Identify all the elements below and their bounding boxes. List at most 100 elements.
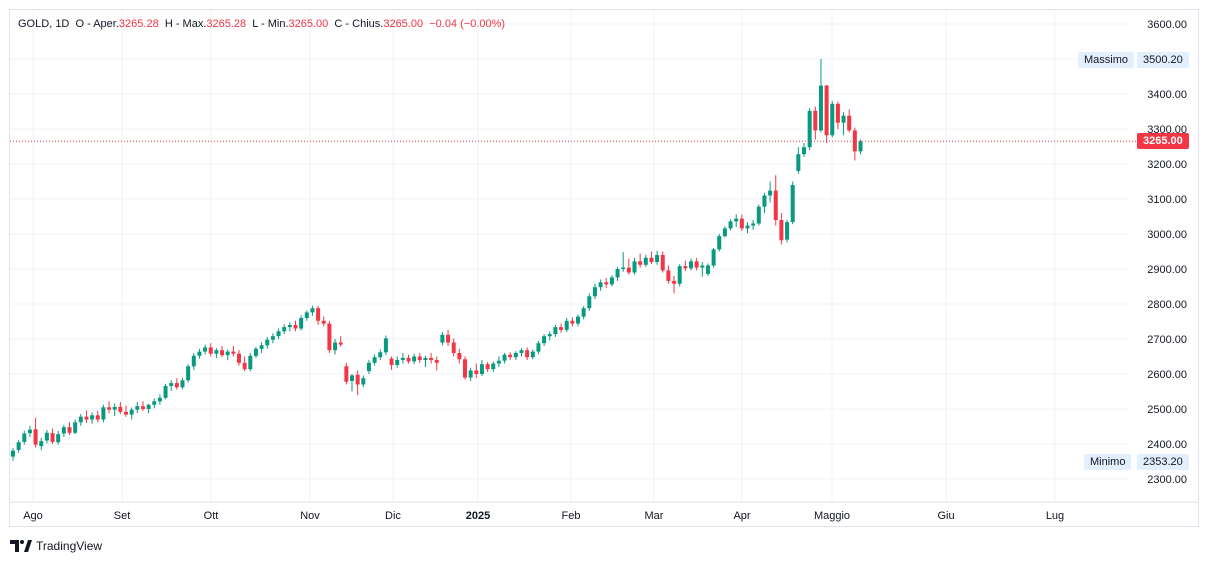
candle-body	[722, 228, 727, 237]
chart-frame[interactable]	[9, 9, 1199, 527]
candle	[711, 248, 716, 268]
candle	[90, 412, 95, 424]
candle	[248, 353, 253, 372]
candle-body	[745, 225, 750, 229]
candle	[180, 378, 185, 390]
candle-body	[756, 206, 761, 224]
candle	[412, 353, 417, 365]
candle-body	[457, 353, 462, 360]
candle	[333, 339, 338, 355]
candle-body	[146, 404, 151, 409]
candle-body	[61, 427, 66, 434]
candle-body	[609, 277, 614, 285]
candle	[140, 401, 145, 412]
candle	[344, 362, 349, 385]
high-marker-value: 3500.20	[1137, 52, 1189, 68]
candle-body	[525, 350, 530, 358]
candle	[44, 430, 49, 444]
candle	[474, 363, 479, 379]
candle-body	[762, 195, 767, 207]
candle	[841, 112, 846, 136]
legend-close-value: 3265.00	[383, 18, 424, 30]
candle	[350, 374, 354, 392]
candle	[491, 361, 496, 372]
candle-body	[378, 352, 383, 358]
candle	[39, 437, 44, 451]
candle-body	[689, 261, 693, 269]
candle-body	[107, 407, 112, 410]
candle-body	[592, 287, 597, 297]
candle	[592, 283, 597, 300]
candle	[33, 417, 38, 448]
candle	[779, 213, 784, 245]
candle	[666, 265, 671, 284]
candle-body	[293, 325, 298, 329]
candle	[672, 276, 677, 294]
candle	[129, 407, 134, 420]
candle-body	[231, 351, 236, 354]
legend-close-label: C - Chius.	[334, 18, 384, 30]
candle	[225, 349, 230, 360]
candle-body	[576, 316, 580, 324]
candle-body	[112, 406, 117, 410]
candle	[265, 336, 270, 349]
candle-body	[598, 282, 603, 288]
candle-body	[242, 362, 247, 370]
candle	[338, 336, 343, 347]
candle-body	[818, 85, 823, 131]
candle-body	[50, 433, 55, 442]
candle-body	[626, 267, 631, 273]
candle	[790, 181, 795, 225]
candle	[299, 315, 304, 331]
candle	[355, 370, 360, 395]
candle-body	[643, 257, 648, 265]
candle-body	[265, 339, 270, 346]
candle	[220, 346, 225, 358]
candle-body	[118, 406, 123, 412]
candle	[762, 192, 767, 213]
candle-body	[56, 434, 61, 443]
candle-body	[807, 110, 812, 148]
candle	[101, 404, 106, 423]
candle-body	[858, 141, 863, 152]
candle-body	[135, 406, 140, 410]
candle	[310, 305, 315, 316]
candle-body	[479, 364, 484, 374]
candle	[705, 263, 710, 276]
candle	[327, 320, 332, 353]
candle	[807, 108, 812, 150]
candle-body	[39, 441, 44, 447]
y-tick-label: 3200.00	[1147, 159, 1187, 171]
legend-symbol: GOLD	[18, 18, 50, 30]
candle	[496, 356, 501, 367]
candle	[638, 253, 643, 268]
candle	[152, 398, 157, 409]
x-tick-label: Apr	[733, 510, 750, 522]
candle	[78, 413, 83, 426]
brand-footer[interactable]: TradingView	[10, 539, 102, 553]
candle-body	[751, 223, 756, 226]
y-tick-label: 2900.00	[1147, 264, 1187, 276]
candle-body	[790, 185, 795, 223]
candle-body	[44, 432, 49, 441]
y-tick-label: 3300.00	[1147, 124, 1187, 136]
candle	[734, 214, 739, 227]
candle-body	[350, 375, 354, 381]
ohlc-legend: GOLD, 1D O - Aper.3265.28 H - Max.3265.2…	[18, 18, 506, 30]
candle-body	[587, 296, 592, 309]
x-tick-label: Lug	[1046, 510, 1064, 522]
candle	[717, 234, 722, 252]
candle-body	[564, 320, 569, 330]
candle-body	[621, 267, 626, 269]
candle-body	[203, 347, 208, 352]
candle	[73, 419, 78, 435]
candle	[768, 181, 773, 203]
candle	[508, 352, 513, 360]
candle-body	[824, 85, 829, 136]
candle	[61, 424, 66, 437]
candle-body	[208, 347, 213, 354]
candle-body	[299, 318, 304, 329]
candle	[536, 341, 541, 355]
candle	[287, 322, 292, 332]
